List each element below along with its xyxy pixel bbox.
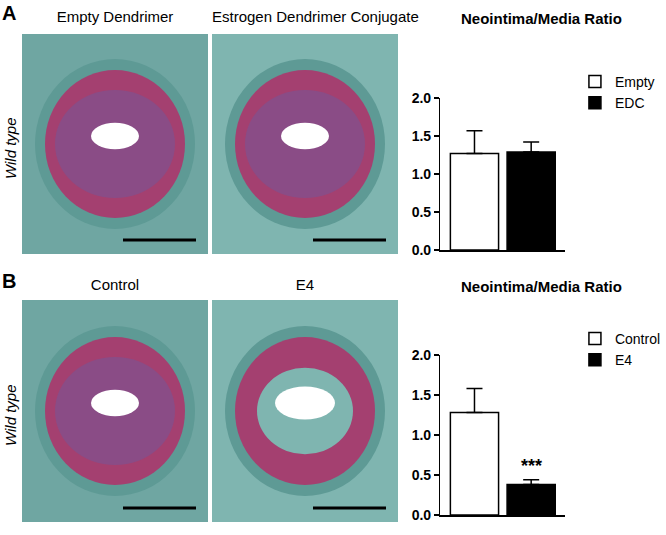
html-text:Control: Control: [90, 276, 140, 293]
html-text:A: A: [2, 2, 17, 24]
svg-text:0.5: 0.5: [412, 204, 432, 220]
svg-text:Neointima/Media Ratio: Neointima/Media Ratio: [461, 10, 622, 27]
svg-text:0.0: 0.0: [412, 507, 432, 523]
html-text:Wild type: Wild type: [2, 384, 19, 446]
svg-text:1.0: 1.0: [412, 427, 432, 443]
svg-text:1.5: 1.5: [412, 387, 432, 403]
html-text:E4: E4: [295, 276, 315, 293]
svg-text:0.5: 0.5: [412, 467, 432, 483]
svg-text:Empty: Empty: [615, 74, 655, 90]
svg-text:***: ***: [521, 456, 542, 476]
svg-text:E4: E4: [615, 352, 632, 368]
svg-text:Neointima/Media Ratio: Neointima/Media Ratio: [461, 278, 622, 295]
html-text:Wild type: Wild type: [2, 117, 19, 179]
svg-text:2.0: 2.0: [412, 90, 432, 106]
svg-text:0.0: 0.0: [412, 242, 432, 258]
html-text:Empty Dendrimer: Empty Dendrimer: [56, 8, 174, 25]
svg-text:EDC: EDC: [615, 95, 645, 111]
svg-text:2.0: 2.0: [412, 347, 432, 363]
svg-text:1.5: 1.5: [412, 128, 432, 144]
html-text:Estrogen Dendrimer Conjugate: Estrogen Dendrimer Conjugate: [212, 8, 419, 25]
svg-text:Control: Control: [615, 331, 660, 347]
html-text:B: B: [2, 270, 17, 292]
svg-text:1.0: 1.0: [412, 166, 432, 182]
